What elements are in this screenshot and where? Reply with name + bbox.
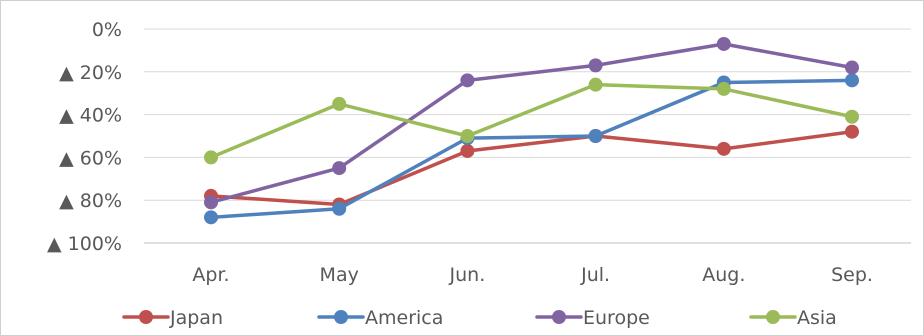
x-tick-label: May: [320, 264, 359, 286]
legend-label: Japan: [169, 307, 223, 329]
legend-swatch-marker: [139, 310, 153, 324]
legend-swatch-marker: [334, 310, 348, 324]
legend-swatch-marker: [766, 310, 780, 324]
y-axis: 0% ▲ 20% ▲ 40% ▲ 60% ▲ 80% ▲ 100%: [47, 19, 122, 255]
x-tick-label: Jun.: [449, 264, 486, 286]
x-tick-label: Sep.: [831, 264, 873, 286]
data-point: [204, 195, 218, 210]
series-line: [209, 42, 854, 205]
data-point: [460, 129, 475, 143]
legend: Japan America Europe Asia: [122, 307, 837, 329]
y-tick-label: ▲ 60%: [59, 147, 122, 169]
y-tick-label: ▲ 80%: [59, 190, 122, 212]
y-tick-label: ▲ 20%: [59, 62, 122, 84]
x-tick-label: Aug.: [702, 264, 745, 286]
x-tick-label: Apr.: [192, 264, 229, 286]
data-point: [332, 96, 347, 111]
data-point: [588, 77, 603, 92]
data-point: [460, 143, 475, 158]
legend-label: Asia: [797, 307, 837, 329]
data-point: [588, 58, 603, 73]
data-point: [716, 36, 731, 51]
y-tick-label: ▲ 40%: [59, 105, 122, 127]
series-group: [204, 36, 859, 225]
legend-label: Europe: [583, 307, 650, 329]
data-point: [588, 129, 603, 143]
data-point: [845, 60, 859, 75]
data-point: [845, 124, 859, 139]
data-point: [204, 150, 218, 165]
data-point: [332, 161, 347, 176]
data-point: [460, 73, 475, 88]
data-point: [204, 210, 218, 225]
data-point: [332, 201, 347, 216]
y-tick-label: 0%: [92, 19, 122, 41]
legend-swatch-marker: [552, 310, 566, 324]
data-point: [845, 73, 859, 88]
data-point: [845, 109, 859, 124]
series-line: [209, 82, 854, 160]
x-tick-label: Jul.: [580, 264, 610, 286]
legend-label: America: [365, 307, 443, 329]
data-point: [716, 141, 731, 156]
x-axis: Apr. May Jun. Jul. Aug. Sep.: [192, 264, 873, 286]
series-line: [209, 129, 854, 207]
y-tick-label: ▲ 100%: [47, 233, 122, 255]
series-line: [209, 78, 854, 220]
data-point: [716, 81, 731, 96]
